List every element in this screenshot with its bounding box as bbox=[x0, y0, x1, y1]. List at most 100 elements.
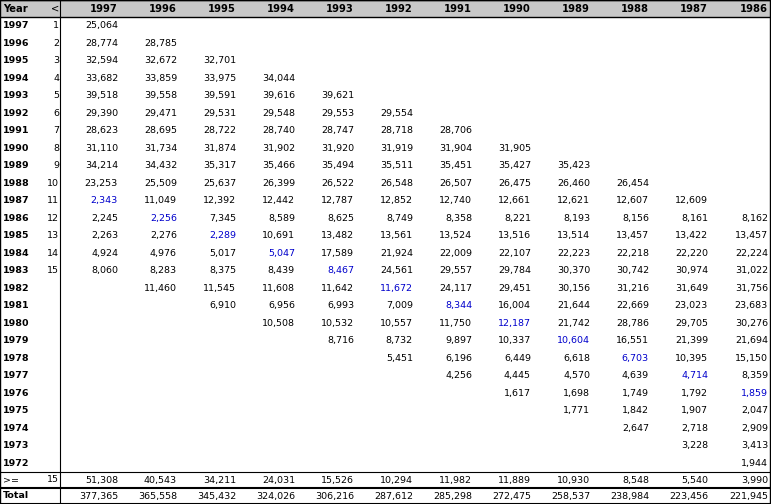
Text: 1996: 1996 bbox=[3, 39, 29, 48]
Text: 29,451: 29,451 bbox=[498, 284, 531, 293]
Text: 8,716: 8,716 bbox=[327, 336, 354, 345]
Text: 13,524: 13,524 bbox=[439, 231, 472, 240]
Text: 8,375: 8,375 bbox=[209, 266, 236, 275]
Text: 28,706: 28,706 bbox=[439, 126, 472, 135]
Text: 4,256: 4,256 bbox=[445, 371, 472, 380]
Text: 34,432: 34,432 bbox=[143, 161, 177, 170]
Text: 10,337: 10,337 bbox=[498, 336, 531, 345]
Text: 10,508: 10,508 bbox=[262, 319, 295, 328]
Text: 28,786: 28,786 bbox=[616, 319, 649, 328]
Text: 21,694: 21,694 bbox=[735, 336, 768, 345]
Text: 6: 6 bbox=[53, 109, 59, 118]
Text: 1,771: 1,771 bbox=[563, 406, 590, 415]
Text: 1976: 1976 bbox=[3, 389, 29, 398]
Text: 1997: 1997 bbox=[90, 4, 118, 14]
Text: 8,060: 8,060 bbox=[91, 266, 118, 275]
Text: 23,683: 23,683 bbox=[735, 301, 768, 310]
Text: 30,370: 30,370 bbox=[557, 266, 590, 275]
Text: 223,456: 223,456 bbox=[669, 491, 708, 500]
Text: 2,289: 2,289 bbox=[209, 231, 236, 240]
Text: 285,298: 285,298 bbox=[433, 491, 472, 500]
Text: 258,537: 258,537 bbox=[550, 491, 590, 500]
Text: 22,220: 22,220 bbox=[675, 249, 708, 258]
Text: 1996: 1996 bbox=[149, 4, 177, 14]
Text: 4,445: 4,445 bbox=[504, 371, 531, 380]
Text: 1990: 1990 bbox=[3, 144, 29, 153]
Text: 1989: 1989 bbox=[562, 4, 590, 14]
Text: 29,557: 29,557 bbox=[439, 266, 472, 275]
Text: 35,466: 35,466 bbox=[262, 161, 295, 170]
Text: 11,608: 11,608 bbox=[262, 284, 295, 293]
Text: 15: 15 bbox=[47, 475, 59, 484]
Text: 28,718: 28,718 bbox=[380, 126, 413, 135]
Text: 1978: 1978 bbox=[3, 354, 29, 363]
Text: 29,531: 29,531 bbox=[203, 109, 236, 118]
Text: 1991: 1991 bbox=[444, 4, 472, 14]
Text: 1991: 1991 bbox=[3, 126, 29, 135]
Text: 13,422: 13,422 bbox=[675, 231, 708, 240]
Text: 10,395: 10,395 bbox=[675, 354, 708, 363]
Text: 24,031: 24,031 bbox=[262, 475, 295, 484]
Text: 1,698: 1,698 bbox=[563, 389, 590, 398]
Text: 2,718: 2,718 bbox=[681, 424, 708, 433]
Text: 21,924: 21,924 bbox=[380, 249, 413, 258]
Text: 2,647: 2,647 bbox=[622, 424, 649, 433]
Text: 11: 11 bbox=[47, 196, 59, 205]
Text: 10,557: 10,557 bbox=[380, 319, 413, 328]
Text: 40,543: 40,543 bbox=[144, 475, 177, 484]
Text: 13,561: 13,561 bbox=[380, 231, 413, 240]
Text: 8: 8 bbox=[53, 144, 59, 153]
Text: 35,451: 35,451 bbox=[439, 161, 472, 170]
Text: 29,705: 29,705 bbox=[675, 319, 708, 328]
Text: 16,551: 16,551 bbox=[616, 336, 649, 345]
Text: 31,904: 31,904 bbox=[439, 144, 472, 153]
Text: 10,691: 10,691 bbox=[262, 231, 295, 240]
Text: 10,532: 10,532 bbox=[321, 319, 354, 328]
Text: 28,785: 28,785 bbox=[144, 39, 177, 48]
Text: 30,974: 30,974 bbox=[675, 266, 708, 275]
Text: 31,902: 31,902 bbox=[262, 144, 295, 153]
Text: 4,714: 4,714 bbox=[681, 371, 708, 380]
Text: 287,612: 287,612 bbox=[374, 491, 413, 500]
Text: 26,399: 26,399 bbox=[262, 179, 295, 188]
Text: 33,859: 33,859 bbox=[143, 74, 177, 83]
Text: 23,023: 23,023 bbox=[675, 301, 708, 310]
Text: 1989: 1989 bbox=[3, 161, 29, 170]
Text: 31,734: 31,734 bbox=[143, 144, 177, 153]
Text: 31,919: 31,919 bbox=[380, 144, 413, 153]
Text: 30,156: 30,156 bbox=[557, 284, 590, 293]
Text: 12,787: 12,787 bbox=[321, 196, 354, 205]
Text: 6,956: 6,956 bbox=[268, 301, 295, 310]
Text: 9: 9 bbox=[53, 161, 59, 170]
Text: 1987: 1987 bbox=[680, 4, 708, 14]
Text: 39,558: 39,558 bbox=[144, 91, 177, 100]
Text: 15,150: 15,150 bbox=[735, 354, 768, 363]
Text: 8,749: 8,749 bbox=[386, 214, 413, 223]
Text: Year: Year bbox=[3, 4, 28, 14]
Text: 3,228: 3,228 bbox=[681, 441, 708, 450]
Text: 15: 15 bbox=[47, 266, 59, 275]
Text: 32,672: 32,672 bbox=[144, 56, 177, 65]
Text: 12,392: 12,392 bbox=[203, 196, 236, 205]
Text: 35,511: 35,511 bbox=[380, 161, 413, 170]
Text: 11,460: 11,460 bbox=[144, 284, 177, 293]
Text: 34,211: 34,211 bbox=[203, 475, 236, 484]
Text: 306,216: 306,216 bbox=[315, 491, 354, 500]
Text: 1990: 1990 bbox=[503, 4, 531, 14]
Text: 7: 7 bbox=[53, 126, 59, 135]
Text: 21,644: 21,644 bbox=[557, 301, 590, 310]
Text: 8,589: 8,589 bbox=[268, 214, 295, 223]
Text: 8,359: 8,359 bbox=[741, 371, 768, 380]
Text: 3,413: 3,413 bbox=[741, 441, 768, 450]
Text: 10,604: 10,604 bbox=[557, 336, 590, 345]
Text: 1985: 1985 bbox=[3, 231, 29, 240]
Text: 5,451: 5,451 bbox=[386, 354, 413, 363]
Text: 1983: 1983 bbox=[3, 266, 29, 275]
Text: 8,439: 8,439 bbox=[268, 266, 295, 275]
Text: 238,984: 238,984 bbox=[610, 491, 649, 500]
Text: 1992: 1992 bbox=[3, 109, 29, 118]
Text: 1988: 1988 bbox=[3, 179, 30, 188]
Text: 8,193: 8,193 bbox=[563, 214, 590, 223]
Text: 26,507: 26,507 bbox=[439, 179, 472, 188]
Text: 8,732: 8,732 bbox=[386, 336, 413, 345]
